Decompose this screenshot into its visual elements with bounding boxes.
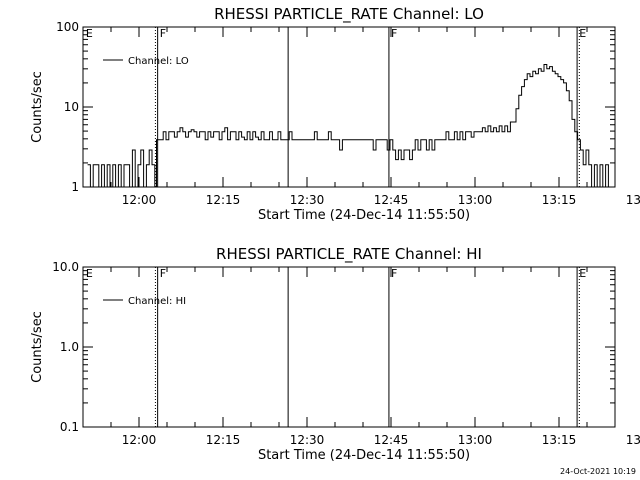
flag-label: E	[86, 267, 93, 280]
x-tick-label: 13:30	[626, 433, 640, 447]
y-axis-label: Counts/sec	[30, 71, 45, 143]
y-tick-label: 1	[71, 180, 79, 194]
y-tick-label: 0.1	[60, 420, 79, 434]
x-tick-label: 12:45	[374, 433, 409, 447]
flag-label: F	[160, 267, 166, 280]
y-tick-label: 1.0	[60, 340, 79, 354]
plot-timestamp: 24-Oct-2021 10:19	[560, 467, 636, 476]
flag-label: E	[86, 27, 93, 40]
series-line	[87, 64, 612, 188]
x-axis-label: Start Time (24-Dec-14 11:55:50)	[258, 448, 470, 463]
y-tick-label: 10.0	[52, 260, 79, 274]
x-tick-label: 13:00	[458, 193, 493, 207]
chart-title: RHESSI PARTICLE_RATE Channel: LO	[214, 5, 484, 24]
x-tick-label: 13:30	[626, 193, 640, 207]
x-tick-label: 12:30	[290, 433, 325, 447]
panel-lo: RHESSI PARTICLE_RATE Channel: LO 1 10 100 12…	[30, 5, 640, 223]
flag-label: F	[391, 27, 397, 40]
y-axis-label: Counts/sec	[30, 311, 45, 383]
x-tick-label: 13:15	[542, 433, 577, 447]
flag-label: F	[391, 267, 397, 280]
panel-hi: RHESSI PARTICLE_RATE Channel: HI 0.1 1.0 10…	[30, 245, 640, 463]
x-tick-label: 12:15	[206, 193, 241, 207]
x-tick-label: 12:30	[290, 193, 325, 207]
x-tick-label: 12:45	[374, 193, 409, 207]
flag-label: E	[579, 27, 586, 40]
y-tick-label: 10	[64, 100, 79, 114]
flag-label: F	[160, 27, 166, 40]
x-tick-label: 13:15	[542, 193, 577, 207]
x-axis-label: Start Time (24-Dec-14 11:55:50)	[258, 208, 470, 223]
legend-label: Channel: LO	[128, 56, 189, 67]
flag-label: E	[579, 267, 586, 280]
chart-title: RHESSI PARTICLE_RATE Channel: HI	[216, 245, 482, 264]
y-tick-label: 100	[56, 20, 79, 34]
x-tick-label: 12:00	[122, 433, 157, 447]
x-tick-label: 12:15	[206, 433, 241, 447]
x-tick-label: 13:00	[458, 433, 493, 447]
x-tick-label: 12:00	[122, 193, 157, 207]
legend-label: Channel: HI	[128, 296, 186, 307]
